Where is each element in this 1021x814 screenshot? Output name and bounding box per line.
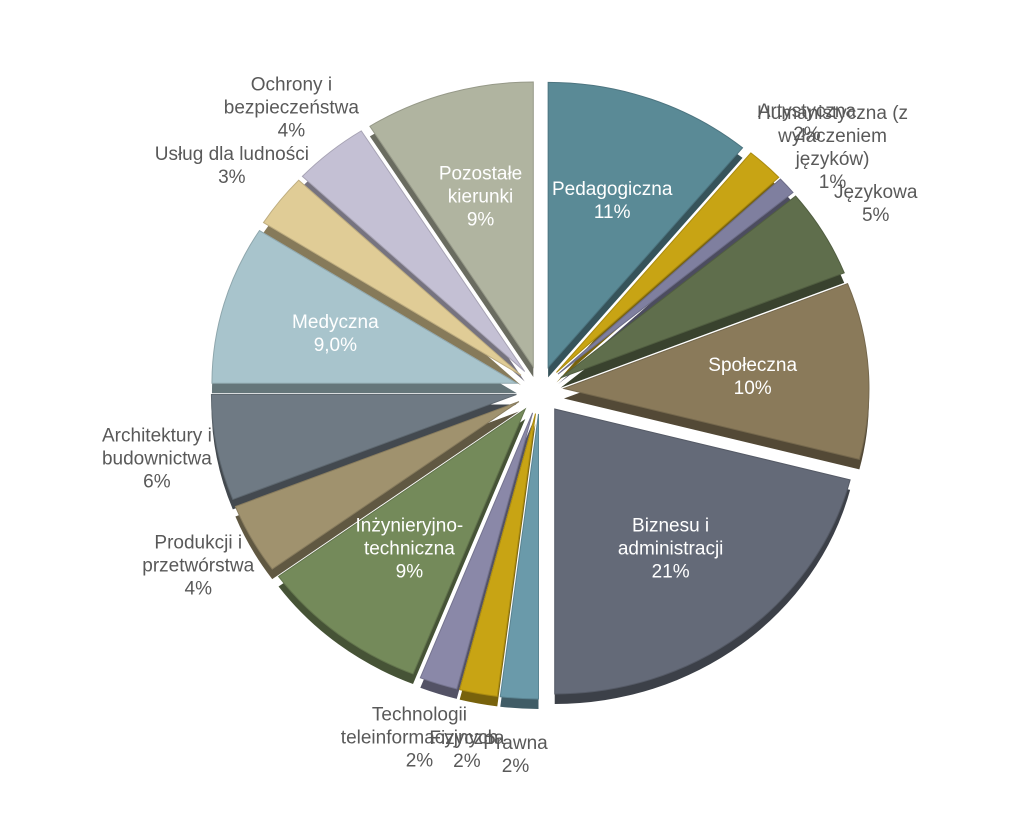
value-label: 2%: [453, 750, 481, 772]
slice: [262, 179, 522, 376]
category-name: Społeczna: [708, 355, 798, 377]
value-label: 4%: [277, 120, 306, 142]
slice-label: Ochrony i bezpieczeństwa 4%: [206, 73, 376, 142]
slice: [301, 130, 526, 372]
category-name: Językowa: [833, 181, 918, 203]
value-label: 3%: [218, 166, 246, 188]
value-label: 9%: [466, 209, 495, 231]
slice-label: Humanistyczna (z wyłaczeniem języków) 1%: [748, 102, 918, 194]
category-name: Pozostałe kierunki: [438, 163, 523, 208]
value-label: 4%: [184, 578, 212, 600]
slice-label: Architektury i budownictwa 6%: [72, 424, 242, 493]
slice-label: Biznesu i administracji 21%: [596, 514, 746, 583]
slice-label: Produkcji i przetwórstwa 4%: [113, 532, 283, 601]
slice: [419, 412, 534, 690]
slice: [459, 413, 536, 697]
slice-label: Artystyczna 2%: [722, 100, 892, 146]
slice: [562, 282, 870, 460]
category-name: Ochrony i bezpieczeństwa: [223, 74, 359, 119]
slice-label: Pozostałe kierunki 9%: [406, 163, 556, 232]
slice-label: Inżynieryjno-techniczna 9%: [334, 514, 484, 583]
slice: [554, 408, 851, 695]
value-label: 9%: [395, 561, 424, 583]
slice: [210, 393, 517, 501]
value-label: 9,0%: [313, 335, 358, 356]
slice-label: Językowa 5%: [791, 181, 961, 227]
slice-label: Pedagogiczna 11%: [537, 178, 687, 224]
value-label: 5%: [861, 204, 890, 226]
slice-label: Usług dla ludności 3%: [147, 143, 317, 189]
category-name: Inżynieryjno-techniczna: [355, 515, 464, 560]
value-label: 11%: [593, 202, 631, 224]
category-name: Pedagogiczna: [551, 179, 673, 201]
slice: [556, 152, 780, 373]
slice-label: Prawna 2%: [431, 732, 601, 778]
slice: [277, 407, 527, 675]
value-label: 10%: [733, 378, 772, 400]
value-label: 6%: [143, 471, 171, 493]
category-name: Produkcji i przetwórstwa: [142, 532, 255, 577]
slice: [499, 413, 539, 700]
slice-label: Społeczna 10%: [678, 354, 828, 400]
slice: [547, 81, 744, 369]
slice-label: Technologii teleinformacyjnych 2%: [334, 704, 504, 773]
category-name: Prawna: [483, 733, 548, 755]
value-label: 21%: [651, 561, 690, 583]
slice: [234, 401, 520, 570]
slice: [369, 81, 534, 369]
category-name: Humanistyczna (z wyłaczeniem języków): [757, 102, 909, 170]
value-label: 2%: [793, 124, 821, 146]
value-label: 2%: [405, 750, 434, 772]
category-name: Usług dla ludności: [154, 143, 309, 165]
value-label: 1%: [818, 171, 847, 193]
category-name: Technologii teleinformacyjnych: [340, 704, 499, 749]
category-name: Fizyczna: [429, 727, 505, 749]
value-label: 2%: [501, 756, 530, 778]
category-name: Medyczna: [292, 312, 379, 333]
slice: [560, 195, 845, 379]
slice: [211, 229, 519, 384]
slice-label: Medyczna 9,0%: [260, 311, 410, 357]
slice: [557, 178, 794, 375]
category-name: Architektury i budownictwa: [101, 425, 212, 470]
slice-label: Fizyczna 2%: [382, 727, 552, 773]
category-name: Biznesu i administracji: [617, 515, 724, 560]
category-name: Artystyczna: [757, 101, 857, 123]
